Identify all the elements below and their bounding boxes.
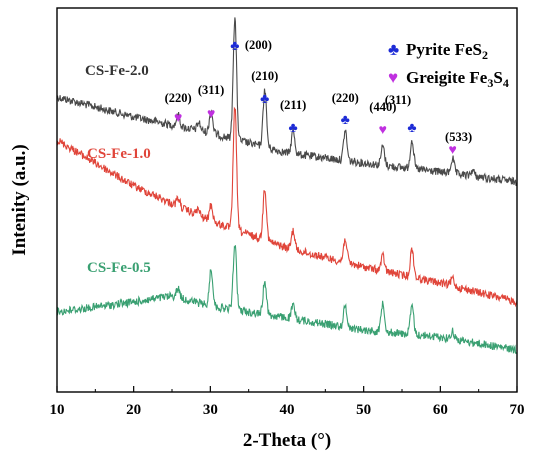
peak-label-2: (200) xyxy=(245,38,272,52)
peak-marker-2: ♣ xyxy=(230,39,239,54)
series-line-0 xyxy=(56,17,518,186)
peak-label-4: (211) xyxy=(280,98,306,112)
peak-label-3: (210) xyxy=(251,69,278,83)
peak-marker-4: ♣ xyxy=(289,121,298,136)
y-axis-label: Intenity (a.u.) xyxy=(9,144,30,255)
legend: ♣ Pyrite FeS2 ♥ Greigite Fe3S4 xyxy=(388,40,509,90)
series-line-1 xyxy=(56,106,518,308)
peak-marker-3: ♣ xyxy=(260,92,269,107)
x-tick-label-6: 70 xyxy=(510,402,525,418)
x-axis-label: 2-Theta (°) xyxy=(243,430,331,451)
x-tick-label-1: 20 xyxy=(126,402,141,418)
peak-marker-7: ♣ xyxy=(407,121,416,136)
x-tick-label-0: 10 xyxy=(50,402,65,418)
peak-marker-8: ♥ xyxy=(448,143,456,158)
peak-label-8: (533) xyxy=(445,130,472,144)
annotations-group: ♥ (220) ♥ (311) ♣ (200) ♣ (210) ♣ (211) ♣ (220) ♥ (44… xyxy=(165,38,473,158)
series-label-0: CS-Fe-2.0 xyxy=(85,63,149,79)
peak-marker-6: ♥ xyxy=(379,123,387,138)
series-line-2 xyxy=(56,245,518,355)
peak-label-5: (220) xyxy=(332,91,359,105)
legend-label-0: Pyrite FeS2 xyxy=(406,40,488,62)
x-tick-label-2: 30 xyxy=(203,402,218,418)
series-labels: CS-Fe-2.0 CS-Fe-1.0 CS-Fe-0.5 xyxy=(85,63,151,276)
peak-marker-1: ♥ xyxy=(207,107,215,122)
legend-marker-1: ♥ xyxy=(388,68,398,87)
x-tick-label-4: 50 xyxy=(356,402,371,418)
peak-marker-5: ♣ xyxy=(341,113,350,128)
x-tick-label-3: 40 xyxy=(280,402,295,418)
peak-label-7: (311) xyxy=(385,93,411,107)
legend-label-1: Greigite Fe3S4 xyxy=(406,68,509,90)
series-label-2: CS-Fe-0.5 xyxy=(87,260,151,276)
peak-marker-0: ♥ xyxy=(174,111,182,126)
peak-label-0: (220) xyxy=(165,91,192,105)
peak-label-1: (311) xyxy=(198,83,224,97)
series-group xyxy=(56,17,518,355)
x-axis: 10 20 30 40 50 60 70 xyxy=(50,386,525,418)
x-tick-label-5: 60 xyxy=(433,402,448,418)
peak-label-6: (440) xyxy=(369,100,396,114)
legend-marker-0: ♣ xyxy=(388,40,399,59)
series-label-1: CS-Fe-1.0 xyxy=(87,146,151,162)
